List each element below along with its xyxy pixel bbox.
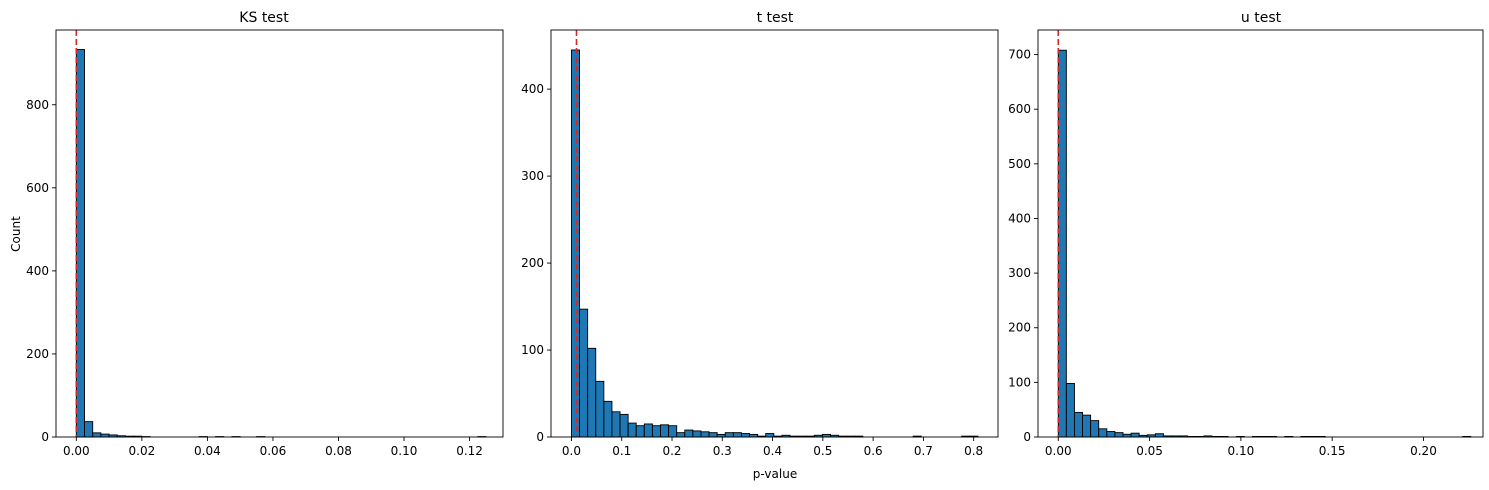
t-test-y-tick-label: 0 — [536, 430, 544, 444]
t-test-y-axis: 0 100 200 300 400 — [521, 82, 551, 444]
t-test-histogram-bar — [587, 347, 597, 438]
t-test-x-tick-label: 0.2 — [662, 444, 681, 458]
ks-test-x-tick-label: 0.10 — [391, 444, 418, 458]
t-test-histogram-bar — [611, 411, 621, 438]
t-test-x-axis-label: p-value — [753, 467, 797, 481]
u-test-histogram-bar — [1130, 432, 1140, 438]
t-test-histogram-bar — [660, 424, 670, 438]
u-test-x-tick-label: 0.10 — [1228, 444, 1255, 458]
t-test-histogram-bar — [765, 433, 775, 438]
ks-test-y-tick-label: 200 — [26, 347, 49, 361]
u-test-histogram-bar — [1090, 420, 1100, 438]
ks-test-x-tick-label: 0.02 — [129, 444, 156, 458]
u-test-y-tick-label: 200 — [1008, 321, 1031, 335]
u-test-y-tick-label: 600 — [1008, 102, 1031, 116]
u-test-histogram-bar — [1106, 431, 1116, 438]
u-test-histogram-bar — [1073, 411, 1083, 438]
ks-test-x-axis: 0.00 0.02 0.04 0.06 0.08 0.10 0.12 — [63, 437, 483, 458]
ks-test-y-tick-label: 400 — [26, 264, 49, 278]
t-test-x-tick-label: 0.6 — [864, 444, 883, 458]
ks-test-x-tick-label: 0.00 — [63, 444, 90, 458]
t-test-histogram-bar — [692, 430, 702, 438]
t-test-histogram-bar — [700, 431, 710, 438]
t-test-histogram-bar — [668, 425, 678, 438]
t-test-x-tick-label: 0.0 — [562, 444, 581, 458]
t-test-x-tick-label: 0.1 — [612, 444, 631, 458]
t-test-x-tick-label: 0.7 — [914, 444, 933, 458]
u-test-x-tick-label: 0.20 — [1410, 444, 1437, 458]
t-test-histogram-bar — [635, 425, 645, 438]
t-test-x-axis: 0.0 0.1 0.2 0.3 0.4 0.5 0.6 0.7 0.8 — [562, 437, 983, 458]
ks-test-x-tick-label: 0.06 — [260, 444, 287, 458]
t-test-histogram-bar — [651, 425, 661, 438]
u-test-x-tick-label: 0.00 — [1045, 444, 1072, 458]
t-test-histogram-bar — [579, 308, 589, 438]
u-test-histogram-bar — [1065, 383, 1075, 438]
ks-test-y-tick-label: 600 — [26, 181, 49, 195]
ks-test-y-axis: 0 200 400 600 800 — [26, 98, 56, 444]
ks-test-axes-frame — [55, 29, 504, 438]
u-test-x-axis: 0.00 0.05 0.10 0.15 0.20 — [1045, 437, 1437, 458]
t-test-y-tick-label: 100 — [521, 343, 544, 357]
t-test-histogram-bar — [595, 380, 605, 438]
ks-test-x-tick-label: 0.04 — [194, 444, 221, 458]
t-test-panel: t test 0.0 0.1 0.2 0.3 0.4 0.5 0.6 0.7 0.8 0 100 2… — [521, 10, 999, 481]
t-test-y-tick-label: 300 — [521, 169, 544, 183]
t-test-histogram-bar — [627, 422, 637, 438]
u-test-y-tick-label: 400 — [1008, 211, 1031, 225]
ks-test-x-tick-label: 0.12 — [456, 444, 483, 458]
t-test-y-tick-label: 200 — [521, 256, 544, 270]
u-test-histogram-bar — [1057, 49, 1067, 438]
u-test-y-tick-label: 500 — [1008, 157, 1031, 171]
t-test-histogram-bar — [684, 429, 694, 438]
ks-test-histogram-bar — [75, 49, 85, 438]
u-test-y-tick-label: 700 — [1008, 48, 1031, 62]
u-test-y-tick-label: 0 — [1023, 430, 1031, 444]
t-test-x-tick-label: 0.5 — [813, 444, 832, 458]
t-test-histogram-bar — [708, 432, 718, 438]
u-test-bars — [1057, 49, 1472, 438]
t-test-title: t test — [757, 10, 794, 26]
u-test-y-tick-label: 100 — [1008, 375, 1031, 389]
u-test-histogram-bar — [1114, 432, 1124, 438]
t-test-histogram-bar — [619, 413, 629, 438]
u-test-x-tick-label: 0.05 — [1136, 444, 1163, 458]
u-test-title: u test — [1241, 10, 1282, 26]
u-test-y-tick-label: 300 — [1008, 266, 1031, 280]
t-test-histogram-bar — [603, 400, 613, 438]
ks-test-y-tick-label: 800 — [26, 98, 49, 112]
t-test-histogram-bar — [732, 432, 742, 438]
t-test-x-tick-label: 0.3 — [713, 444, 732, 458]
ks-test-title: KS test — [239, 10, 289, 26]
ks-test-x-tick-label: 0.08 — [325, 444, 352, 458]
t-test-x-tick-label: 0.8 — [964, 444, 983, 458]
ks-test-histogram-bar — [92, 432, 102, 438]
u-test-histogram-bar — [1098, 428, 1108, 438]
u-test-axes-frame — [1037, 29, 1484, 438]
t-test-x-tick-label: 0.4 — [763, 444, 782, 458]
u-test-panel: u test 0.00 0.05 0.10 0.15 0.20 0 100 200 300 40… — [1008, 10, 1484, 458]
u-test-histogram-bar — [1082, 414, 1092, 438]
ks-test-panel: KS test 0.00 0.02 0.04 0.06 0.08 0.10 0.12 0 20… — [9, 10, 504, 458]
t-test-y-tick-label: 400 — [521, 82, 544, 96]
t-test-axes-frame — [550, 29, 999, 438]
t-test-histogram-bar — [724, 432, 734, 438]
ks-test-y-axis-label: Count — [9, 216, 23, 252]
u-test-y-axis: 0 100 200 300 400 500 600 700 — [1008, 48, 1038, 444]
t-test-histogram-bar — [676, 432, 686, 438]
ks-test-y-tick-label: 0 — [41, 430, 49, 444]
t-test-histogram-bar — [643, 423, 653, 438]
t-test-histogram-bar — [571, 49, 581, 438]
t-test-histogram-bar — [740, 433, 750, 438]
u-test-x-tick-label: 0.15 — [1319, 444, 1346, 458]
u-test-histogram-bar — [1154, 433, 1164, 438]
ks-test-histogram-bar — [84, 421, 94, 438]
